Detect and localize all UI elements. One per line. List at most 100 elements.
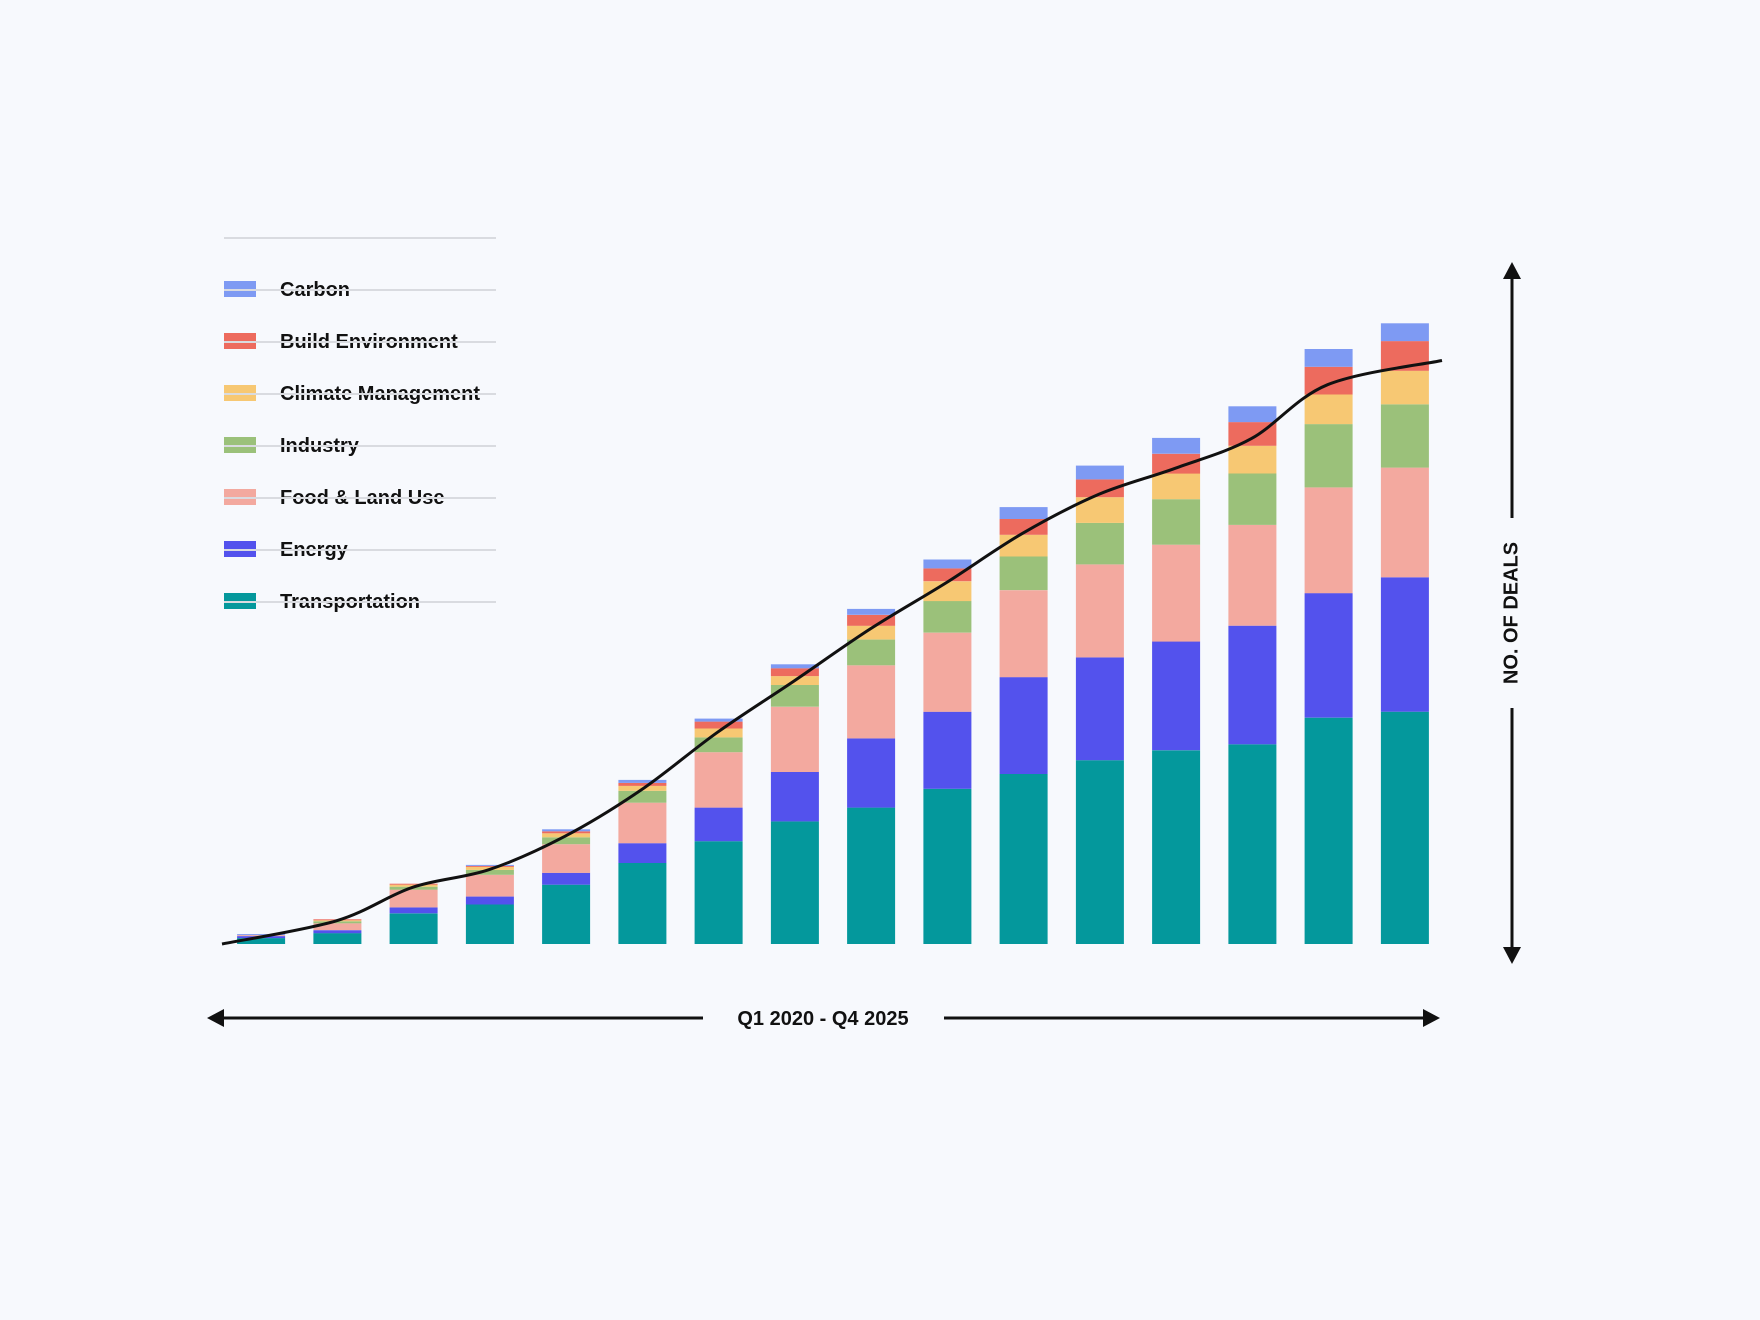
bar-industry-8 bbox=[770, 685, 819, 707]
bar-energy-16 bbox=[1380, 577, 1429, 712]
bar-build-environment-11 bbox=[999, 519, 1048, 535]
bar-industry-13 bbox=[1152, 499, 1201, 545]
bar-food-land-use-7 bbox=[694, 752, 743, 808]
x-axis-arrowhead-left bbox=[207, 1009, 224, 1027]
bar-transportation-6 bbox=[618, 863, 667, 944]
bar-climate-management-13 bbox=[1152, 473, 1201, 500]
bar-build-environment-3 bbox=[389, 883, 438, 885]
bar-transportation-1 bbox=[237, 938, 286, 944]
bar-build-environment-10 bbox=[923, 568, 972, 582]
bar-transportation-4 bbox=[465, 904, 514, 944]
bar-energy-3 bbox=[389, 907, 438, 914]
bar-transportation-10 bbox=[923, 788, 972, 944]
bar-build-environment-9 bbox=[847, 614, 896, 626]
bar-carbon-14 bbox=[1228, 406, 1277, 423]
bar-build-environment-5 bbox=[542, 831, 591, 834]
bar-transportation-5 bbox=[542, 884, 591, 944]
bar-carbon-10 bbox=[923, 559, 972, 569]
bar-energy-5 bbox=[542, 872, 591, 885]
bar-energy-10 bbox=[923, 711, 972, 789]
bar-energy-13 bbox=[1152, 641, 1201, 751]
bar-build-environment-4 bbox=[465, 865, 514, 867]
bar-industry-14 bbox=[1228, 473, 1277, 525]
bar-energy-4 bbox=[465, 896, 514, 905]
bar-build-environment-12 bbox=[1075, 479, 1124, 498]
bar-build-environment-15 bbox=[1304, 366, 1353, 395]
trend-line bbox=[221, 359, 1443, 946]
bar-food-land-use-14 bbox=[1228, 524, 1277, 626]
bar-climate-management-10 bbox=[923, 581, 972, 602]
bar-stacks bbox=[237, 323, 1429, 944]
y-axis-arrowhead-top bbox=[1503, 262, 1521, 279]
bar-transportation-13 bbox=[1152, 750, 1201, 944]
bar-industry-10 bbox=[923, 601, 972, 633]
bar-food-land-use-5 bbox=[542, 844, 591, 873]
bar-industry-11 bbox=[999, 556, 1048, 591]
bar-energy-11 bbox=[999, 677, 1048, 774]
y-axis-arrowhead-bottom bbox=[1503, 947, 1521, 964]
bar-transportation-15 bbox=[1304, 717, 1353, 944]
bar-food-land-use-4 bbox=[465, 874, 514, 897]
bar-build-environment-7 bbox=[694, 721, 743, 729]
bar-build-environment-6 bbox=[618, 782, 667, 786]
bar-energy-8 bbox=[770, 772, 819, 822]
bar-food-land-use-10 bbox=[923, 632, 972, 712]
bar-transportation-9 bbox=[847, 807, 896, 944]
bar-carbon-1 bbox=[237, 934, 286, 936]
bar-transportation-3 bbox=[389, 913, 438, 944]
bar-industry-15 bbox=[1304, 424, 1353, 488]
bar-energy-2 bbox=[313, 930, 362, 934]
bar-industry-5 bbox=[542, 837, 591, 845]
bar-carbon-7 bbox=[694, 718, 743, 722]
y-axis-label: NO. OF DEALS bbox=[1500, 542, 1522, 684]
bar-food-land-use-13 bbox=[1152, 544, 1201, 642]
bar-energy-15 bbox=[1304, 593, 1353, 718]
bar-carbon-8 bbox=[770, 664, 819, 669]
bar-transportation-11 bbox=[999, 774, 1048, 944]
bar-transportation-7 bbox=[694, 841, 743, 944]
bar-build-environment-8 bbox=[770, 668, 819, 677]
bar-food-land-use-11 bbox=[999, 590, 1048, 678]
bar-industry-12 bbox=[1075, 522, 1124, 565]
x-axis-arrowhead-right bbox=[1423, 1009, 1440, 1027]
x-axis-label: Q1 2020 - Q4 2025 bbox=[737, 1008, 908, 1030]
bar-food-land-use-8 bbox=[770, 706, 819, 772]
bar-transportation-2 bbox=[313, 933, 362, 944]
bar-carbon-16 bbox=[1380, 323, 1429, 342]
bar-food-land-use-2 bbox=[313, 923, 362, 931]
bar-carbon-5 bbox=[542, 829, 591, 832]
bar-climate-management-14 bbox=[1228, 445, 1277, 474]
bar-energy-9 bbox=[847, 738, 896, 808]
bar-energy-12 bbox=[1075, 657, 1124, 761]
bar-carbon-15 bbox=[1304, 349, 1353, 367]
bar-climate-management-11 bbox=[999, 534, 1048, 557]
bar-transportation-8 bbox=[770, 821, 819, 944]
bar-carbon-13 bbox=[1152, 437, 1201, 454]
x-axis: Q1 2020 - Q4 2025 bbox=[207, 1008, 1440, 1030]
bar-carbon-4 bbox=[465, 864, 514, 866]
bar-climate-management-15 bbox=[1304, 394, 1353, 425]
bar-industry-2 bbox=[313, 921, 362, 924]
bar-industry-6 bbox=[618, 790, 667, 803]
bar-transportation-12 bbox=[1075, 760, 1124, 944]
bar-build-environment-13 bbox=[1152, 453, 1201, 474]
bar-food-land-use-15 bbox=[1304, 487, 1353, 594]
bar-food-land-use-6 bbox=[618, 802, 667, 844]
bar-food-land-use-9 bbox=[847, 665, 896, 739]
bar-carbon-6 bbox=[618, 779, 667, 783]
bar-industry-4 bbox=[465, 869, 514, 875]
bar-industry-9 bbox=[847, 639, 896, 666]
bar-climate-management-16 bbox=[1380, 370, 1429, 405]
bar-energy-6 bbox=[618, 843, 667, 863]
bar-build-environment-14 bbox=[1228, 422, 1277, 446]
bar-industry-16 bbox=[1380, 404, 1429, 468]
bar-transportation-14 bbox=[1228, 744, 1277, 944]
y-axis: NO. OF DEALS bbox=[1500, 262, 1522, 964]
bar-food-land-use-3 bbox=[389, 889, 438, 908]
bar-carbon-9 bbox=[847, 608, 896, 615]
bar-carbon-11 bbox=[999, 507, 1048, 519]
bar-food-land-use-16 bbox=[1380, 467, 1429, 578]
bar-transportation-16 bbox=[1380, 711, 1429, 944]
